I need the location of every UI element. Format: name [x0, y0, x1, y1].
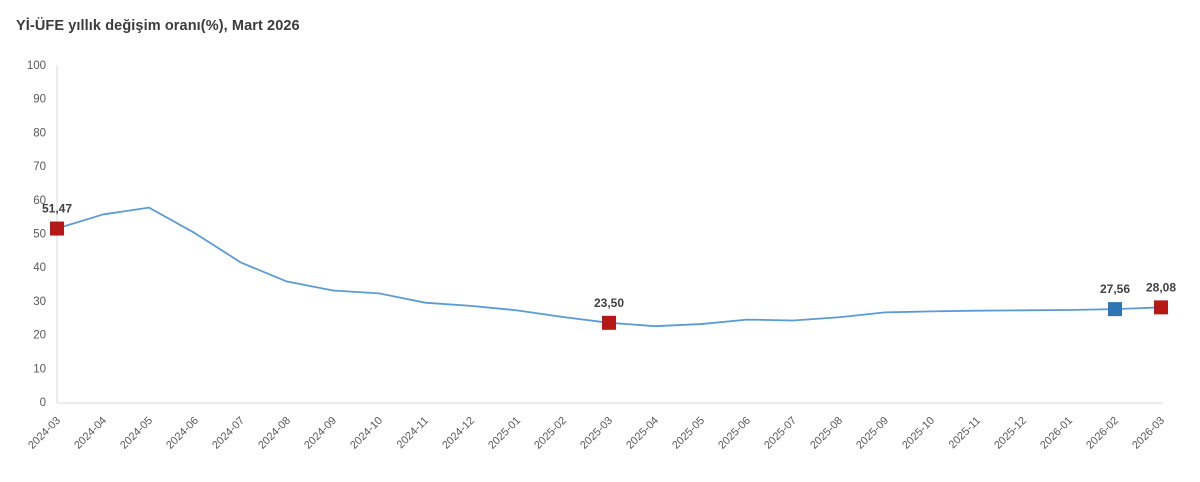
x-tick-label: 2025-08: [808, 415, 845, 452]
x-tick-label: 2025-03: [578, 415, 615, 452]
x-tick-label: 2024-07: [210, 415, 247, 452]
data-point-marker: [602, 315, 616, 330]
x-tick-label: 2024-10: [348, 415, 385, 452]
x-tick-label: 2025-09: [854, 415, 891, 452]
data-point-marker: [1108, 302, 1122, 317]
x-tick-label: 2024-09: [302, 415, 339, 452]
x-tick-label: 2024-08: [256, 415, 293, 452]
x-tick-label: 2025-11: [947, 415, 983, 451]
y-tick-label: 30: [33, 296, 46, 308]
chart-title: Yİ-ÜFE yıllık değişim oranı(%), Mart 202…: [16, 18, 300, 34]
x-tick-label: 2025-12: [992, 415, 1029, 452]
x-tick-label: 2026-02: [1084, 415, 1121, 452]
data-point-value-label: 23,50: [594, 296, 624, 310]
y-tick-label: 10: [33, 363, 46, 375]
data-point-marker: [50, 221, 64, 236]
x-tick-label: 2025-01: [486, 415, 523, 452]
y-tick-label: 40: [33, 262, 46, 274]
x-tick-label: 2024-12: [440, 415, 477, 452]
x-tick-label: 2024-11: [395, 415, 431, 451]
x-tick-label: 2025-02: [532, 415, 569, 452]
x-tick-label: 2025-06: [716, 415, 753, 452]
y-tick-label: 50: [33, 229, 46, 241]
data-point-marker: [1154, 300, 1168, 315]
x-tick-label: 2024-04: [72, 415, 109, 452]
y-tick-label: 60: [33, 195, 46, 207]
x-tick-label: 2025-07: [762, 415, 799, 452]
y-tick-label: 0: [40, 397, 46, 409]
x-tick-label: 2024-03: [26, 415, 63, 452]
x-tick-label: 2025-05: [670, 415, 707, 452]
x-tick-label: 2026-01: [1038, 415, 1075, 452]
x-tick-label: 2025-04: [624, 415, 661, 452]
y-tick-label: 100: [27, 60, 46, 72]
data-point-value-label: 27,56: [1100, 282, 1130, 296]
x-tick-label: 2024-06: [164, 415, 201, 452]
data-point-value-label: 51,47: [42, 202, 72, 216]
x-tick-label: 2024-05: [118, 415, 155, 452]
y-tick-label: 80: [33, 127, 46, 139]
x-tick-label: 2026-03: [1130, 415, 1167, 452]
y-tick-label: 90: [33, 94, 46, 106]
data-point-value-label: 28,08: [1146, 280, 1176, 294]
x-tick-label: 2025-10: [900, 415, 937, 452]
y-tick-label: 20: [33, 330, 46, 342]
y-tick-label: 70: [33, 161, 46, 173]
